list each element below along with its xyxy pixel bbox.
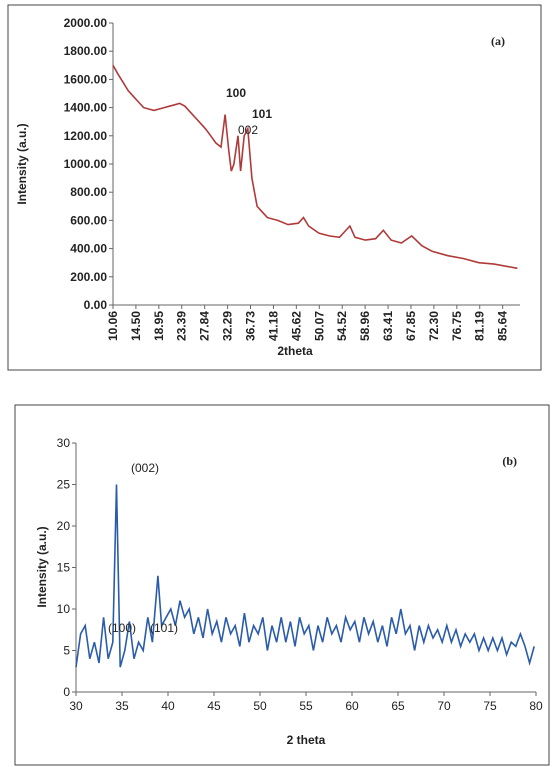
- y-tick-label: 2000.00: [64, 16, 108, 30]
- x-tick-label: 10.06: [106, 311, 120, 341]
- x-tick-label: 54.52: [335, 311, 349, 341]
- y-tick-label: 5: [63, 644, 70, 658]
- x-tick-label: 50: [253, 699, 267, 713]
- y-tick-label: 10: [57, 602, 71, 616]
- x-tick-label: 30: [69, 699, 83, 713]
- x-tick-label: 45.62: [289, 311, 303, 341]
- x-tick-label: 40: [161, 699, 175, 713]
- x-tick-label: 67.85: [404, 311, 418, 341]
- x-axis-label: 2 theta: [287, 733, 326, 747]
- annotation: (101): [150, 621, 178, 635]
- y-tick-label: 25: [57, 478, 71, 492]
- x-tick-label: 70: [437, 699, 451, 713]
- x-tick-label: 60: [345, 699, 359, 713]
- x-tick-label: 76.75: [450, 311, 464, 341]
- x-tick-label: 55: [299, 699, 313, 713]
- x-tick-label: 27.84: [198, 311, 212, 341]
- annotation: 100: [226, 86, 246, 100]
- annotation: 002: [238, 123, 258, 137]
- y-tick-label: 800.00: [70, 185, 107, 199]
- y-tick-label: 15: [57, 561, 71, 575]
- data-line: [112, 64, 518, 270]
- x-tick-label: 72.30: [427, 311, 441, 341]
- y-tick-label: 1800.00: [64, 44, 108, 58]
- x-tick-label: 18.95: [152, 311, 166, 341]
- x-tick-label: 35: [115, 699, 129, 713]
- x-tick-label: 36.73: [244, 311, 258, 341]
- y-axis-label: Intensity (a.u.): [15, 123, 29, 204]
- x-tick-label: 45: [207, 699, 221, 713]
- annotation: (100): [108, 621, 136, 635]
- x-tick-label: 80: [529, 699, 543, 713]
- x-tick-label: 65: [391, 699, 405, 713]
- y-tick-label: 400.00: [70, 242, 107, 256]
- panel-frame: [14, 404, 550, 766]
- x-tick-label: 75: [483, 699, 497, 713]
- annotation: 101: [252, 107, 272, 121]
- y-tick-label: 1400.00: [64, 101, 108, 115]
- x-tick-label: 50.07: [312, 311, 326, 341]
- x-tick-label: 63.41: [381, 311, 395, 341]
- panel-label: (b): [502, 454, 517, 468]
- y-tick-label: 1000.00: [64, 157, 108, 171]
- y-tick-label: 20: [57, 519, 71, 533]
- x-tick-label: 32.29: [221, 311, 235, 341]
- x-tick-label: 58.96: [358, 311, 372, 341]
- x-tick-label: 23.39: [175, 311, 189, 341]
- x-tick-label: 81.19: [473, 311, 487, 341]
- panel-frame: [7, 4, 542, 371]
- y-tick-label: 0.00: [84, 298, 108, 312]
- y-tick-label: 0: [63, 685, 70, 699]
- x-tick-label: 85.64: [496, 311, 510, 341]
- y-tick-label: 1200.00: [64, 129, 108, 143]
- y-axis-label: Intensity (a.u.): [35, 526, 49, 607]
- panel-label: (a): [491, 34, 505, 48]
- x-tick-label: 41.18: [266, 311, 280, 341]
- x-axis-label: 2theta: [277, 344, 313, 358]
- y-tick-label: 200.00: [70, 270, 107, 284]
- x-tick-label: 14.50: [129, 311, 143, 341]
- y-tick-label: 30: [57, 436, 71, 450]
- data-line: [75, 484, 535, 668]
- y-tick-label: 600.00: [70, 213, 107, 227]
- y-tick-label: 1600.00: [64, 72, 108, 86]
- annotation: (002): [131, 461, 159, 475]
